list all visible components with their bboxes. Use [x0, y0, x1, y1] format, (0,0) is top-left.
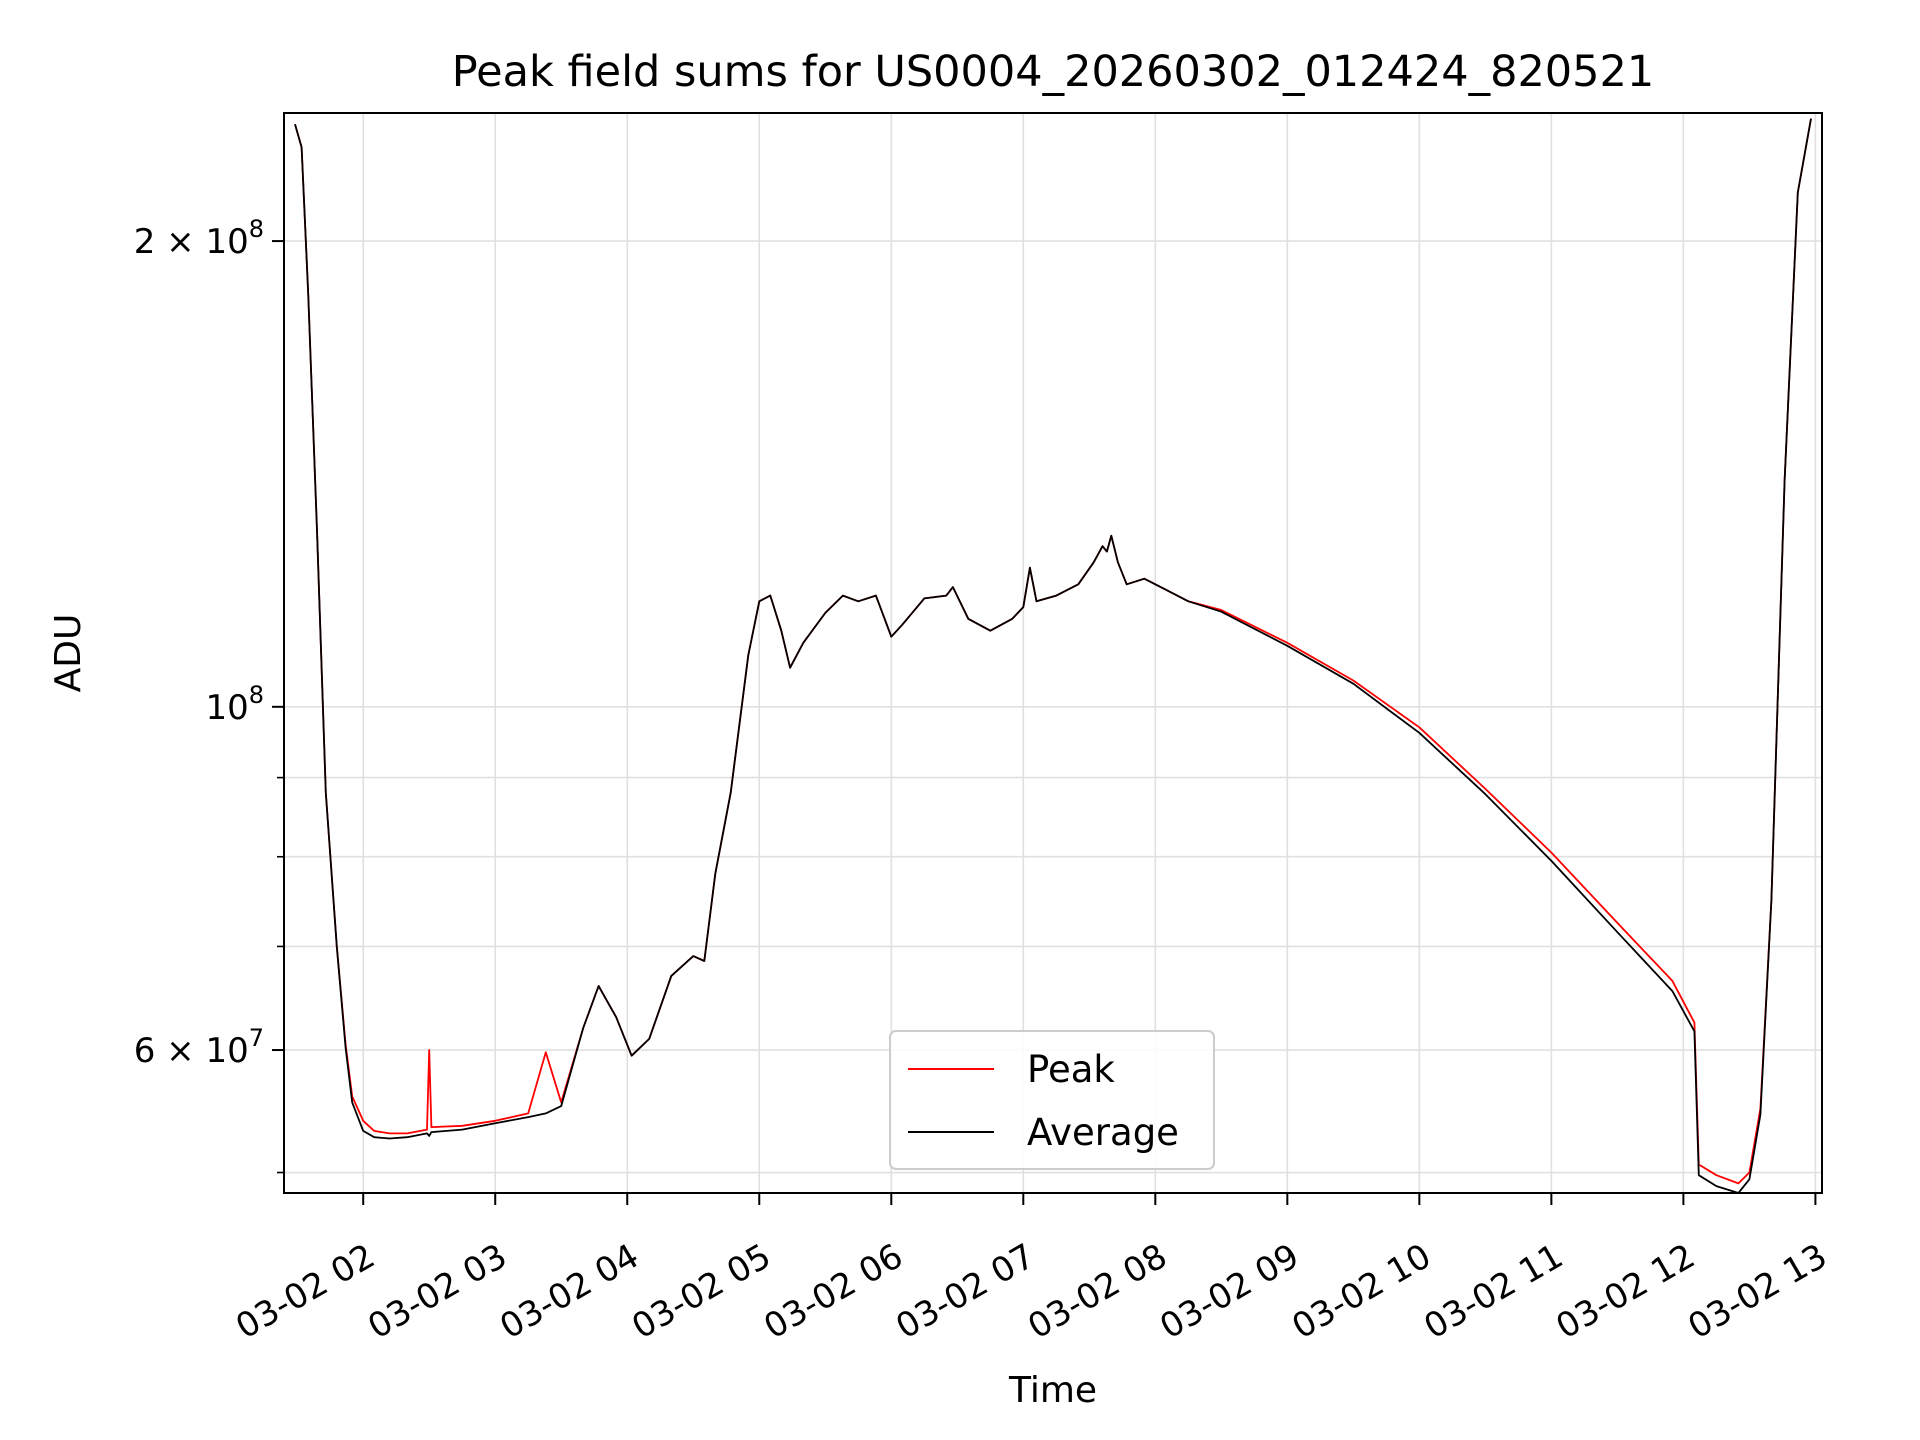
- y-tick-base: 10: [205, 688, 248, 728]
- y-tick-base: 6 × 10: [134, 1031, 249, 1071]
- y-tick-label: 2 × 108: [134, 215, 264, 262]
- legend-box: [889, 1030, 1215, 1170]
- chart-title: Peak field sums for US0004_20260302_0124…: [452, 47, 1655, 97]
- y-tick-exponent: 7: [249, 1024, 264, 1052]
- y-tick-base: 2 × 10: [134, 222, 249, 262]
- series-line-average: [294, 118, 1812, 1193]
- y-tick-label: 6 × 107: [134, 1024, 264, 1071]
- y-tick-label: 108: [205, 681, 264, 728]
- legend-label-peak: Peak: [1027, 1048, 1115, 1091]
- y-axis-label: ADU: [48, 614, 89, 693]
- y-tick-exponent: 8: [249, 215, 264, 243]
- x-axis-label: Time: [1008, 1370, 1097, 1411]
- legend: Peak Average: [889, 1030, 1215, 1170]
- legend-label-average: Average: [1027, 1111, 1179, 1154]
- plot-frame: [283, 112, 1823, 1194]
- y-tick-exponent: 8: [249, 681, 264, 709]
- series-layer: [294, 118, 1812, 1193]
